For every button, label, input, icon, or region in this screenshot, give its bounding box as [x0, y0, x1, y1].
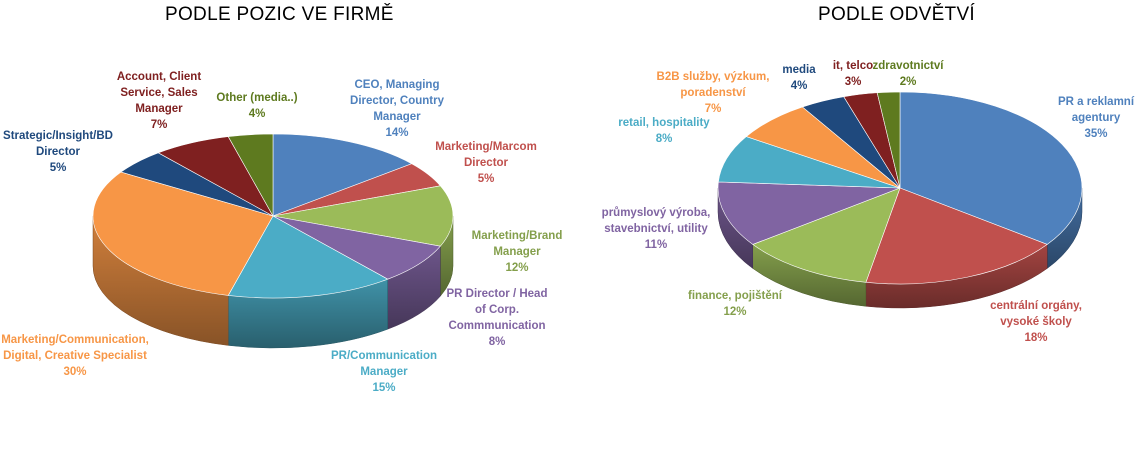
pie-chart-positions: CEO, Managing Director, Country Manager 14%…	[1, 71, 562, 394]
slice-label-industries-prumyslovy-vyroba: průmyslový výroba, stavebnictví, utility 1…	[602, 207, 711, 251]
slice-label-positions-account-client: Account, Client Service, Sales Manager 7%	[117, 71, 202, 131]
slice-positions-ceo-managing	[272, 133, 413, 217]
chart-title-positions: PODLE POZIC VE FIRMĚ	[165, 4, 394, 25]
slice-label-positions-marketing-marcom: Marketing/Marcom Director 5%	[435, 141, 537, 185]
slice-positions-pr-communication	[227, 215, 389, 299]
slice-label-positions-strategic-insight-bd: Strategic/Insight/BD Director 5%	[3, 130, 113, 174]
slice-label-industries-media: media 4%	[782, 64, 816, 92]
slice-label-positions-other-media: Other (media..) 4%	[216, 92, 297, 120]
slice-industries-zdravotnictvi	[876, 91, 901, 189]
pie-chart-industries: PR a reklamní agentury 35% centrální orgány…	[602, 60, 1135, 344]
slice-label-positions-marketing-communication: Marketing/Communication, Digital, Creativ…	[1, 334, 149, 378]
slice-label-industries-pr-a-reklamni: PR a reklamní agentury 35%	[1058, 96, 1135, 140]
slice-industries-centralni-organy	[865, 187, 1048, 285]
slice-positions-pr-director-head	[272, 215, 441, 280]
slice-label-positions-pr-director-head: PR Director / Head of Corp. Commmunication…	[447, 288, 548, 348]
slice-label-industries-zdravotnictvi: zdravotnictví 2%	[873, 60, 945, 88]
industries-pie-labels: PR a reklamní agentury 35% centrální orgány…	[602, 60, 1135, 344]
slice-label-positions-ceo-managing: CEO, Managing Director, Country Manager 14%	[350, 79, 445, 139]
slice-label-industries-centralni-organy: centrální orgány, vysoké školy 18%	[990, 300, 1082, 344]
chart-title-industries: PODLE ODVĚTVÍ	[818, 4, 975, 25]
positions-pie-labels: CEO, Managing Director, Country Manager 14%…	[1, 71, 562, 394]
positions-pie-tops	[92, 133, 454, 299]
slice-label-industries-it-telco: it, telco 3%	[833, 60, 873, 88]
slice-label-industries-retail-hospitality: retail, hospitality 8%	[618, 117, 710, 145]
slice-positions-marketing-communication	[92, 171, 274, 296]
slice-industries-retail-hospitality	[718, 136, 901, 189]
slice-label-industries-b2b-sluzby-vyzkum: B2B služby, výzkum, poradenství 7%	[657, 71, 770, 115]
industries-pie-tops	[717, 91, 1083, 285]
slice-industries-pr-a-reklamni	[899, 91, 1083, 245]
slice-positions-other-media	[227, 133, 274, 218]
slice-positions-marketing-brand	[272, 185, 454, 247]
slice-label-positions-marketing-brand: Marketing/Brand Manager 12%	[472, 230, 563, 274]
slice-industries-prumyslovy-vyroba	[717, 181, 901, 245]
slice-label-industries-finance-pojisteni: finance, pojištění 12%	[688, 290, 783, 318]
slice-industries-finance-pojisteni	[752, 187, 901, 283]
slice-label-positions-pr-communication: PR/Communication Manager 15%	[331, 350, 437, 394]
